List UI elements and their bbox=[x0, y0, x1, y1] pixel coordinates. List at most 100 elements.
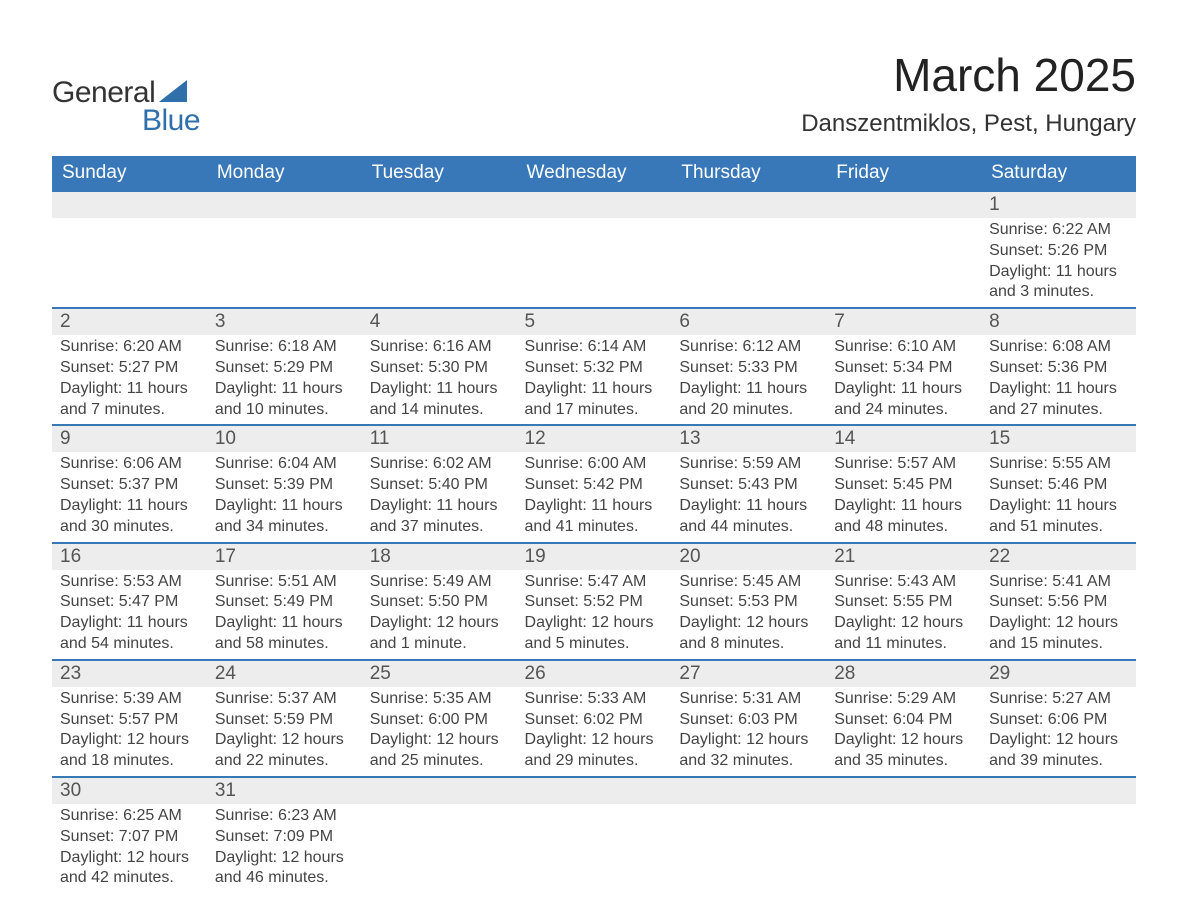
calendar-cell: 11Sunrise: 6:02 AMSunset: 5:40 PMDayligh… bbox=[362, 425, 517, 542]
day-sunset: Sunset: 6:00 PM bbox=[370, 710, 509, 731]
day-data: Sunrise: 5:47 AMSunset: 5:52 PMDaylight:… bbox=[517, 570, 672, 659]
calendar-cell: 21Sunrise: 5:43 AMSunset: 5:55 PMDayligh… bbox=[826, 543, 981, 660]
day-number: 2 bbox=[52, 309, 207, 335]
calendar-cell bbox=[362, 191, 517, 308]
calendar-cell bbox=[826, 191, 981, 308]
day-sunrise: Sunrise: 5:41 AM bbox=[989, 572, 1128, 593]
logo: General Blue bbox=[52, 48, 200, 138]
calendar-cell bbox=[826, 777, 981, 893]
calendar-cell: 5Sunrise: 6:14 AMSunset: 5:32 PMDaylight… bbox=[517, 308, 672, 425]
col-tuesday: Tuesday bbox=[362, 156, 517, 191]
day-number: 9 bbox=[52, 426, 207, 452]
day-sunset: Sunset: 6:06 PM bbox=[989, 710, 1128, 731]
day-number: 22 bbox=[981, 544, 1136, 570]
empty-body bbox=[826, 218, 981, 298]
day-daylight2: and 18 minutes. bbox=[60, 751, 199, 772]
day-sunrise: Sunrise: 5:55 AM bbox=[989, 454, 1128, 475]
day-number: 31 bbox=[207, 778, 362, 804]
day-daylight2: and 48 minutes. bbox=[834, 517, 973, 538]
day-data: Sunrise: 6:10 AMSunset: 5:34 PMDaylight:… bbox=[826, 335, 981, 424]
calendar-cell: 14Sunrise: 5:57 AMSunset: 5:45 PMDayligh… bbox=[826, 425, 981, 542]
day-daylight2: and 42 minutes. bbox=[60, 868, 199, 889]
day-number: 27 bbox=[671, 661, 826, 687]
day-number: 5 bbox=[517, 309, 672, 335]
calendar-cell: 22Sunrise: 5:41 AMSunset: 5:56 PMDayligh… bbox=[981, 543, 1136, 660]
day-sunset: Sunset: 5:26 PM bbox=[989, 241, 1128, 262]
day-data: Sunrise: 5:31 AMSunset: 6:03 PMDaylight:… bbox=[671, 687, 826, 776]
day-sunrise: Sunrise: 6:12 AM bbox=[679, 337, 818, 358]
day-sunrise: Sunrise: 5:57 AM bbox=[834, 454, 973, 475]
day-daylight1: Daylight: 12 hours bbox=[215, 848, 354, 869]
day-data: Sunrise: 5:35 AMSunset: 6:00 PMDaylight:… bbox=[362, 687, 517, 776]
day-data: Sunrise: 6:16 AMSunset: 5:30 PMDaylight:… bbox=[362, 335, 517, 424]
day-daylight2: and 10 minutes. bbox=[215, 400, 354, 421]
calendar-table: Sunday Monday Tuesday Wednesday Thursday… bbox=[52, 156, 1136, 893]
day-daylight2: and 46 minutes. bbox=[215, 868, 354, 889]
day-daylight1: Daylight: 11 hours bbox=[60, 496, 199, 517]
day-daylight2: and 44 minutes. bbox=[679, 517, 818, 538]
day-daylight1: Daylight: 11 hours bbox=[989, 379, 1128, 400]
day-sunset: Sunset: 5:43 PM bbox=[679, 475, 818, 496]
day-daylight2: and 30 minutes. bbox=[60, 517, 199, 538]
calendar-week-row: 9Sunrise: 6:06 AMSunset: 5:37 PMDaylight… bbox=[52, 425, 1136, 542]
day-number: 24 bbox=[207, 661, 362, 687]
day-sunrise: Sunrise: 6:06 AM bbox=[60, 454, 199, 475]
empty-daynum bbox=[826, 192, 981, 218]
day-daylight2: and 15 minutes. bbox=[989, 634, 1128, 655]
logo-word-general: General bbox=[52, 76, 155, 110]
day-data: Sunrise: 6:18 AMSunset: 5:29 PMDaylight:… bbox=[207, 335, 362, 424]
location-subtitle: Danszentmiklos, Pest, Hungary bbox=[801, 110, 1136, 138]
day-data: Sunrise: 6:14 AMSunset: 5:32 PMDaylight:… bbox=[517, 335, 672, 424]
day-daylight2: and 5 minutes. bbox=[525, 634, 664, 655]
day-data: Sunrise: 6:23 AMSunset: 7:09 PMDaylight:… bbox=[207, 804, 362, 893]
day-daylight2: and 39 minutes. bbox=[989, 751, 1128, 772]
calendar-week-row: 23Sunrise: 5:39 AMSunset: 5:57 PMDayligh… bbox=[52, 660, 1136, 777]
day-daylight2: and 54 minutes. bbox=[60, 634, 199, 655]
calendar-cell: 13Sunrise: 5:59 AMSunset: 5:43 PMDayligh… bbox=[671, 425, 826, 542]
empty-daynum bbox=[981, 778, 1136, 804]
calendar-cell: 12Sunrise: 6:00 AMSunset: 5:42 PMDayligh… bbox=[517, 425, 672, 542]
day-data: Sunrise: 5:51 AMSunset: 5:49 PMDaylight:… bbox=[207, 570, 362, 659]
calendar-cell: 24Sunrise: 5:37 AMSunset: 5:59 PMDayligh… bbox=[207, 660, 362, 777]
calendar-week-row: 1Sunrise: 6:22 AMSunset: 5:26 PMDaylight… bbox=[52, 191, 1136, 308]
day-daylight2: and 58 minutes. bbox=[215, 634, 354, 655]
day-daylight2: and 14 minutes. bbox=[370, 400, 509, 421]
day-daylight1: Daylight: 12 hours bbox=[525, 613, 664, 634]
empty-daynum bbox=[362, 778, 517, 804]
logo-word-blue: Blue bbox=[142, 104, 200, 138]
day-daylight1: Daylight: 11 hours bbox=[60, 379, 199, 400]
day-number: 20 bbox=[671, 544, 826, 570]
day-daylight2: and 7 minutes. bbox=[60, 400, 199, 421]
day-daylight1: Daylight: 11 hours bbox=[215, 496, 354, 517]
day-daylight1: Daylight: 11 hours bbox=[370, 496, 509, 517]
day-number: 11 bbox=[362, 426, 517, 452]
day-sunrise: Sunrise: 6:23 AM bbox=[215, 806, 354, 827]
day-sunrise: Sunrise: 6:25 AM bbox=[60, 806, 199, 827]
day-sunset: Sunset: 5:45 PM bbox=[834, 475, 973, 496]
day-number: 28 bbox=[826, 661, 981, 687]
day-sunset: Sunset: 5:52 PM bbox=[525, 592, 664, 613]
calendar-cell: 6Sunrise: 6:12 AMSunset: 5:33 PMDaylight… bbox=[671, 308, 826, 425]
day-sunrise: Sunrise: 6:18 AM bbox=[215, 337, 354, 358]
calendar-cell: 1Sunrise: 6:22 AMSunset: 5:26 PMDaylight… bbox=[981, 191, 1136, 308]
day-number: 1 bbox=[981, 192, 1136, 218]
col-thursday: Thursday bbox=[671, 156, 826, 191]
day-data: Sunrise: 6:04 AMSunset: 5:39 PMDaylight:… bbox=[207, 452, 362, 541]
day-data: Sunrise: 6:25 AMSunset: 7:07 PMDaylight:… bbox=[52, 804, 207, 893]
day-sunrise: Sunrise: 5:29 AM bbox=[834, 689, 973, 710]
day-number: 19 bbox=[517, 544, 672, 570]
day-sunset: Sunset: 5:59 PM bbox=[215, 710, 354, 731]
day-daylight1: Daylight: 11 hours bbox=[215, 379, 354, 400]
day-sunset: Sunset: 5:29 PM bbox=[215, 358, 354, 379]
day-sunset: Sunset: 5:39 PM bbox=[215, 475, 354, 496]
day-daylight1: Daylight: 11 hours bbox=[679, 379, 818, 400]
day-number: 16 bbox=[52, 544, 207, 570]
calendar-cell: 26Sunrise: 5:33 AMSunset: 6:02 PMDayligh… bbox=[517, 660, 672, 777]
day-daylight1: Daylight: 11 hours bbox=[679, 496, 818, 517]
day-daylight1: Daylight: 12 hours bbox=[834, 613, 973, 634]
day-data: Sunrise: 6:20 AMSunset: 5:27 PMDaylight:… bbox=[52, 335, 207, 424]
day-data: Sunrise: 5:57 AMSunset: 5:45 PMDaylight:… bbox=[826, 452, 981, 541]
calendar-cell: 7Sunrise: 6:10 AMSunset: 5:34 PMDaylight… bbox=[826, 308, 981, 425]
day-daylight2: and 51 minutes. bbox=[989, 517, 1128, 538]
day-sunrise: Sunrise: 6:16 AM bbox=[370, 337, 509, 358]
